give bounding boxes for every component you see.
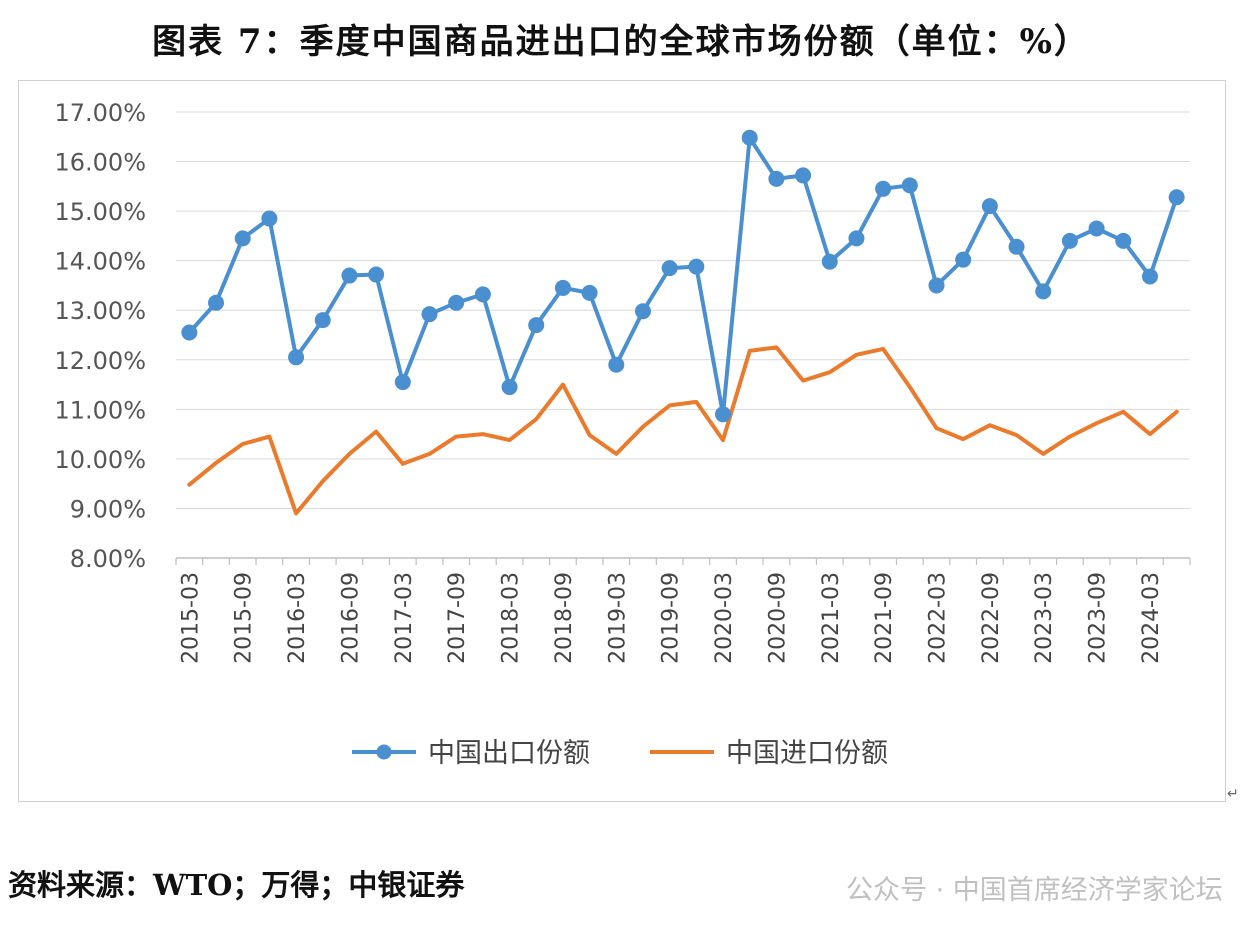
watermark: 公众号 · 中国首席经济学家论坛	[846, 875, 1223, 906]
data-point	[1115, 232, 1132, 249]
legend-label-export: 中国出口份额	[428, 738, 590, 769]
data-point	[875, 180, 892, 197]
x-axis-tick-labels: 2015-03 2015-09 2016-03 2016-09 2017-03 2017-…	[178, 572, 1164, 664]
source-note: 资料来源：WTO；万得；中银证券	[8, 868, 465, 902]
x-tick-label: 2017-03	[392, 572, 417, 664]
y-tick-label: 17.00%	[54, 99, 146, 127]
data-point	[1035, 283, 1052, 300]
x-tick-label: 2019-03	[605, 572, 630, 664]
y-tick-label: 13.00%	[54, 297, 146, 325]
x-tick-label: 2015-03	[178, 572, 203, 664]
series-line	[187, 135, 1179, 417]
data-point	[448, 294, 465, 311]
data-point	[688, 258, 705, 275]
chart-frame	[18, 80, 1226, 802]
y-tick-label: 11.00%	[54, 396, 146, 424]
data-point	[474, 286, 491, 303]
data-point	[661, 260, 678, 277]
data-point	[581, 284, 598, 301]
x-tick-label: 2018-09	[552, 572, 577, 664]
x-axis	[175, 557, 1191, 565]
data-point	[768, 170, 785, 187]
data-point	[1168, 189, 1185, 206]
data-point	[234, 230, 251, 247]
data-point	[554, 279, 571, 296]
x-tick-label: 2021-03	[819, 572, 844, 664]
y-tick-label: 14.00%	[54, 248, 146, 276]
data-point	[314, 312, 331, 329]
x-tick-label: 2024-03	[1139, 572, 1164, 664]
x-tick-label: 2023-03	[1032, 572, 1057, 664]
x-tick-label: 2015-09	[232, 572, 257, 664]
x-tick-label: 2016-09	[338, 572, 363, 664]
data-point	[928, 277, 945, 294]
data-point	[821, 253, 838, 270]
x-tick-label: 2020-03	[712, 572, 737, 664]
y-tick-label: 8.00%	[70, 545, 146, 573]
data-point	[1088, 220, 1105, 237]
x-tick-label: 2021-09	[872, 572, 897, 664]
data-point	[528, 317, 545, 334]
data-point	[634, 303, 651, 320]
series-layer	[181, 129, 1185, 516]
series-export	[181, 129, 1185, 423]
data-point	[955, 251, 972, 268]
x-tick-label: 2017-09	[445, 572, 470, 664]
chart-title: 图表 7：季度中国商品进出口的全球市场份额（单位：%）	[152, 22, 1090, 62]
x-tick-label: 2022-09	[979, 572, 1004, 664]
data-point	[1061, 232, 1078, 249]
data-point	[715, 406, 732, 423]
data-point	[421, 306, 438, 323]
y-tick-label: 9.00%	[70, 495, 146, 523]
data-point	[181, 324, 198, 341]
legend: 中国出口份额 中国进口份额	[352, 738, 888, 769]
data-point	[901, 177, 918, 194]
data-point	[341, 267, 358, 284]
data-point	[741, 129, 758, 146]
data-point	[1008, 238, 1025, 255]
data-point	[608, 356, 625, 373]
x-tick-label: 2020-09	[765, 572, 790, 664]
y-tick-label: 12.00%	[54, 347, 146, 375]
data-point	[1141, 268, 1158, 285]
data-point	[795, 167, 812, 184]
x-tick-label: 2019-09	[659, 572, 684, 664]
data-point	[368, 266, 385, 283]
x-tick-label: 2016-03	[285, 572, 310, 664]
data-point	[981, 198, 998, 215]
legend-marker-export	[376, 744, 392, 760]
x-tick-label: 2023-09	[1086, 572, 1111, 664]
data-point	[848, 230, 865, 247]
grid-lines	[176, 111, 1190, 559]
y-tick-label: 16.00%	[54, 149, 146, 177]
series-line	[187, 345, 1179, 516]
paragraph-mark-icon: ↵	[1227, 786, 1239, 802]
series-import	[187, 345, 1179, 516]
data-point	[208, 294, 225, 311]
data-point	[394, 374, 411, 391]
y-tick-label: 10.00%	[54, 446, 146, 474]
data-point	[288, 349, 305, 366]
legend-label-import: 中国进口份额	[726, 738, 888, 769]
y-axis-tick-labels: 8.00% 9.00% 10.00% 11.00% 12.00% 13.00% 14.00%…	[54, 99, 146, 573]
x-tick-label: 2018-03	[499, 572, 524, 664]
x-tick-label: 2022-03	[926, 572, 951, 664]
y-tick-label: 15.00%	[54, 198, 146, 226]
data-point	[501, 379, 518, 396]
data-point	[261, 210, 278, 227]
